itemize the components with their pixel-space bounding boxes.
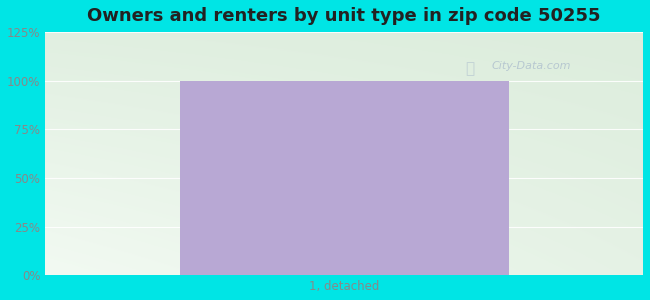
- Text: ⌕: ⌕: [465, 61, 474, 76]
- Bar: [180, 81, 508, 275]
- Text: City-Data.com: City-Data.com: [492, 61, 571, 71]
- Title: Owners and renters by unit type in zip code 50255: Owners and renters by unit type in zip c…: [88, 7, 601, 25]
